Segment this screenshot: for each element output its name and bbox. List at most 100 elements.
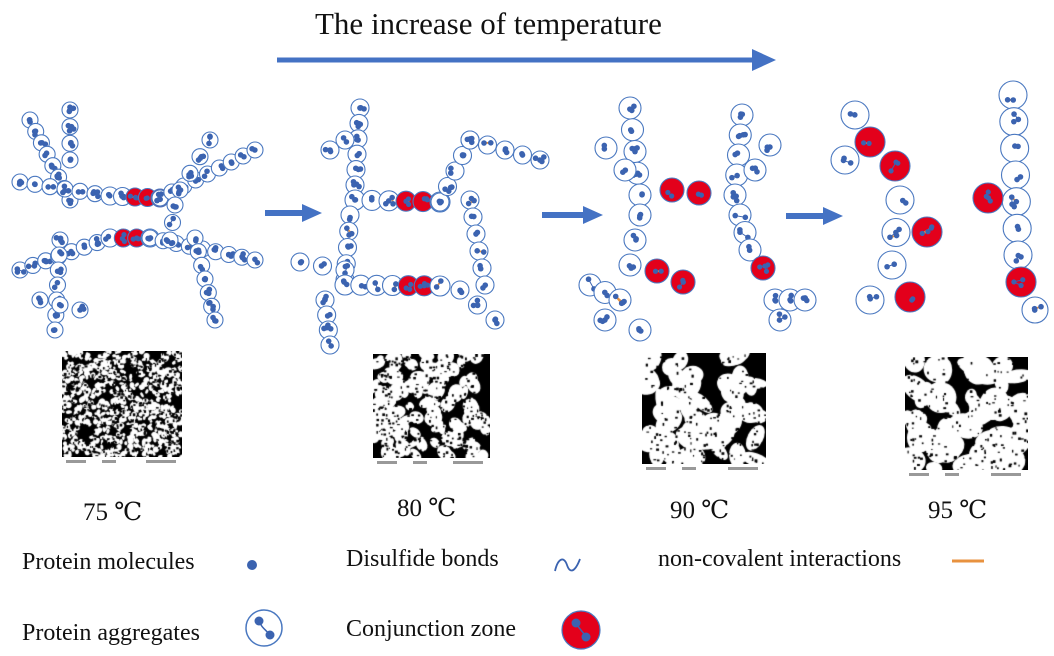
conjunction-zone (413, 275, 435, 297)
protein-aggregate (1003, 240, 1033, 270)
conjunction-zone (911, 216, 943, 248)
conjunction-zone (659, 177, 685, 203)
protein-aggregate (1021, 296, 1049, 324)
protein-aggregate (189, 243, 207, 261)
protein-aggregate (628, 318, 652, 342)
protein-aggregate (830, 145, 860, 175)
protein-aggregate (725, 163, 749, 187)
sem-image-80c (373, 354, 490, 470)
protein-aggregate (339, 221, 359, 241)
conjunction-zone (972, 182, 1004, 214)
sem-image-95c (905, 357, 1028, 482)
protein-aggregate (199, 284, 217, 302)
protein-aggregate (723, 183, 747, 207)
network-80c (290, 98, 550, 355)
protein-aggregate (24, 256, 42, 274)
protein-aggregate (11, 173, 29, 191)
protein-aggregate (1001, 187, 1031, 217)
conjunction-zone (113, 228, 133, 248)
protein-aggregate (450, 280, 470, 300)
protein-aggregate (41, 178, 59, 196)
protein-aggregate (312, 256, 333, 276)
protein-aggregate (61, 101, 79, 119)
protein-aggregate (495, 140, 515, 160)
protein-aggregate (726, 143, 751, 167)
protein-aggregate (141, 229, 159, 247)
protein-aggregate (50, 246, 68, 264)
protein-aggregate (201, 131, 219, 149)
protein-aggregate (71, 301, 89, 319)
protein-aggregate (728, 123, 752, 147)
protein-aggregate (733, 220, 757, 245)
protein-aggregate (475, 275, 495, 295)
protein-aggregate (337, 237, 358, 258)
stage-arrow-1 (265, 204, 322, 222)
protein-aggregate (206, 311, 224, 329)
protein-aggregate (840, 100, 870, 130)
protein-aggregate (340, 205, 360, 225)
conjunction-zone (894, 281, 926, 313)
conjunction-zone-icon (561, 610, 601, 650)
protein-aggregate (345, 175, 365, 195)
protein-aggregate (613, 158, 637, 182)
protein-aggregate (477, 135, 498, 155)
sem-image-90c (642, 353, 766, 476)
protein-aggregate (738, 238, 762, 262)
protein-aggregate (207, 243, 225, 261)
protein-aggregate (61, 118, 79, 136)
protein-aggregate (166, 196, 184, 214)
protein-aggregate (445, 161, 465, 181)
stage-arrow-3 (786, 207, 843, 225)
legend-protein-molecules: Protein molecules (22, 549, 195, 575)
conjunction-zone (395, 190, 417, 212)
protein-aggregate (460, 190, 480, 210)
protein-aggregate (61, 151, 79, 169)
protein-aggregate (793, 288, 817, 312)
protein-aggregate (618, 96, 642, 120)
protein-aggregate (220, 245, 238, 264)
sem-image-75c (62, 351, 182, 469)
protein-aggregate (48, 276, 67, 294)
conjunction-zone (1005, 266, 1037, 298)
protein-aggregate (56, 180, 74, 198)
protein-aggregate (181, 164, 199, 182)
protein-aggregate (26, 175, 44, 193)
network-75c (11, 101, 264, 339)
protein-aggregate (452, 145, 473, 166)
protein-aggregate (512, 145, 533, 165)
protein-aggregate (347, 144, 367, 164)
protein-aggregate (1000, 160, 1031, 190)
protein-aggregate (460, 130, 480, 150)
protein-aggregate-icon (245, 609, 283, 647)
protein-aggregate (620, 118, 645, 142)
protein-aggregate (381, 274, 404, 297)
protein-aggregate (469, 241, 489, 261)
diagram-title: The increase of temperature (315, 6, 662, 41)
protein-molecule-icon (247, 560, 257, 570)
protein-aggregate (1000, 133, 1030, 163)
protein-aggregate (593, 308, 617, 332)
protein-aggregate (246, 141, 264, 159)
protein-aggregate (234, 147, 252, 165)
protein-aggregate (877, 250, 907, 280)
conjunction-zone (879, 150, 911, 182)
protein-aggregate (881, 217, 911, 248)
protein-aggregate (430, 192, 450, 212)
protein-aggregate (472, 258, 492, 278)
legend-disulfide-bonds: Disulfide bonds (346, 546, 499, 572)
protein-aggregate (758, 133, 782, 157)
protein-aggregate (100, 228, 120, 248)
protein-aggregate (594, 136, 618, 160)
temperature-arrow (277, 49, 776, 71)
protein-aggregate (429, 275, 451, 297)
conjunction-zone (686, 180, 712, 206)
network-90c (578, 96, 817, 342)
protein-aggregate (437, 176, 458, 197)
protein-aggregate (628, 183, 652, 207)
protein-aggregate (315, 290, 335, 310)
legend-noncovalent: non-covalent interactions (658, 546, 902, 572)
conjunction-zone (644, 258, 670, 284)
protein-aggregate (196, 270, 214, 288)
protein-aggregate (320, 335, 340, 355)
protein-aggregate (463, 207, 483, 227)
